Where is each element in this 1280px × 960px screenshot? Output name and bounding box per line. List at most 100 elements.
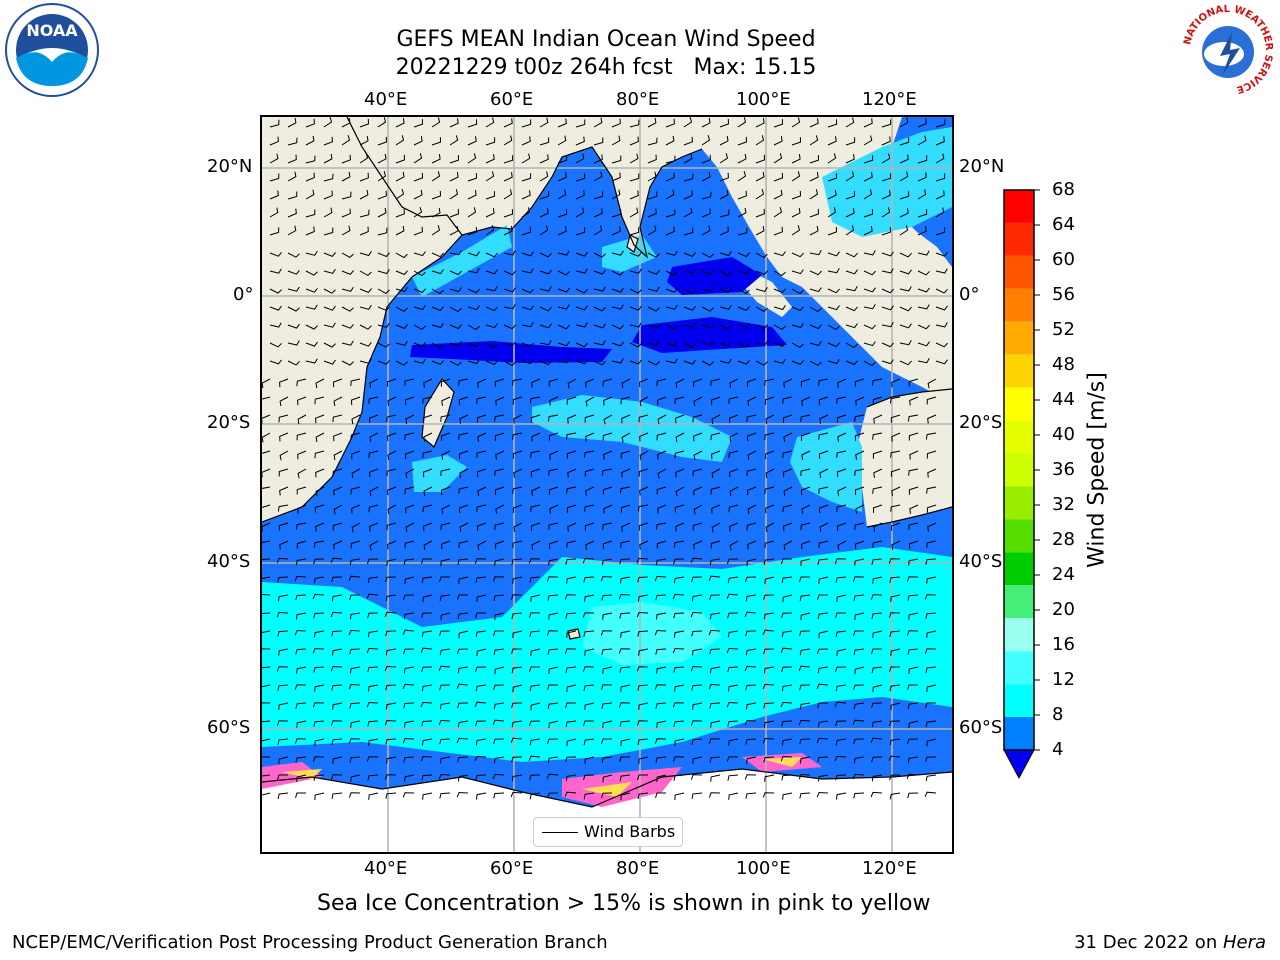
wind-barb (539, 137, 550, 146)
wind-barb (683, 268, 696, 274)
wind-barb (601, 594, 613, 601)
wind-barb (457, 648, 469, 655)
wind-barb (262, 558, 271, 560)
wind-barb (547, 792, 559, 799)
wind-barb (683, 153, 693, 164)
wind-barb (690, 774, 703, 780)
wind-barb (475, 612, 486, 618)
wind-barb (278, 756, 289, 765)
wind-barb (729, 540, 739, 551)
wind-barb (872, 540, 883, 549)
wind-barb (917, 341, 930, 347)
wind-barb (431, 154, 441, 164)
wind-barb (323, 252, 336, 258)
wind-barb (575, 207, 585, 218)
wind-barb (262, 612, 271, 615)
wind-barb (809, 360, 822, 367)
wind-barb (565, 432, 577, 440)
wind-barb (719, 135, 729, 146)
wind-barb (871, 720, 883, 728)
wind-barb (575, 251, 588, 257)
wind-barb (863, 189, 873, 200)
wind-barb (809, 118, 819, 128)
wind-barb (330, 720, 343, 726)
wind-barb (294, 684, 307, 690)
wind-barb (798, 773, 811, 780)
colorbar-tick-label: 36 (1052, 459, 1075, 480)
wind-barb (611, 358, 624, 364)
wind-barb (871, 648, 882, 654)
wind-barb (863, 341, 876, 347)
wind-barb (709, 594, 721, 601)
wind-barb (791, 171, 801, 182)
wind-barb (269, 119, 280, 128)
colorbar-label: Wind Speed [m/s] (1084, 372, 1110, 568)
wind-barb (791, 117, 801, 128)
wind-barb (422, 468, 433, 478)
wind-barb (262, 396, 271, 400)
wind-barb (926, 684, 937, 693)
wind-barb (835, 666, 847, 673)
wind-barb (494, 558, 505, 566)
wind-barb (818, 630, 829, 639)
wind-barb (359, 172, 369, 182)
wind-barb (458, 576, 469, 585)
wind-barb (881, 322, 894, 328)
wind-barb (935, 322, 948, 328)
wind-barb (781, 576, 793, 584)
wind-barb (503, 304, 516, 310)
wind-barb (827, 324, 840, 331)
wind-barb (512, 486, 523, 494)
wind-barb (493, 756, 505, 764)
wind-barb (655, 756, 667, 763)
wind-barb (719, 251, 732, 257)
wind-barb (665, 118, 675, 128)
wind-barb (456, 683, 469, 689)
wind-barb (341, 360, 354, 366)
wind-barb (908, 486, 919, 495)
wind-barb (349, 756, 361, 763)
wind-barb (693, 432, 703, 442)
wind-barb (765, 504, 775, 514)
wind-barb (539, 117, 549, 128)
wind-barb (449, 250, 462, 256)
wind-barb (619, 666, 631, 673)
wind-barb (341, 154, 351, 164)
wind-barb (907, 648, 919, 655)
wind-barb (726, 647, 739, 654)
wind-barb (852, 773, 865, 780)
wind-barb (431, 288, 444, 295)
wind-barb (539, 171, 549, 182)
wind-barb (907, 738, 919, 745)
wind-barb (422, 594, 433, 603)
wind-barb (313, 774, 325, 781)
wind-barb (871, 378, 883, 386)
wind-barb (711, 522, 721, 533)
wind-barb (440, 432, 451, 441)
wind-barb (510, 737, 523, 743)
colorbar-tick-label: 4 (1052, 739, 1064, 760)
wind-barb (827, 173, 838, 182)
wind-barb (287, 137, 298, 146)
wind-barb (799, 594, 811, 602)
wind-barb (926, 576, 937, 584)
wind-barb (611, 226, 621, 236)
wind-barb (539, 225, 549, 236)
wind-barb (279, 486, 289, 496)
wind-barb (899, 269, 912, 275)
wind-barb (863, 172, 873, 182)
wind-barb (287, 208, 297, 218)
wind-barb (927, 468, 937, 478)
wind-barb (655, 702, 667, 709)
wind-barb (889, 774, 901, 781)
wind-barb (262, 486, 271, 489)
wind-barb (277, 738, 289, 745)
wind-barb (521, 268, 534, 274)
wind-barb (872, 504, 883, 513)
wind-barb (637, 774, 648, 780)
wind-barb (827, 268, 840, 274)
wind-barb (683, 288, 696, 294)
wind-barb (423, 486, 433, 497)
wind-barb (476, 450, 487, 458)
wind-barb (629, 322, 642, 328)
